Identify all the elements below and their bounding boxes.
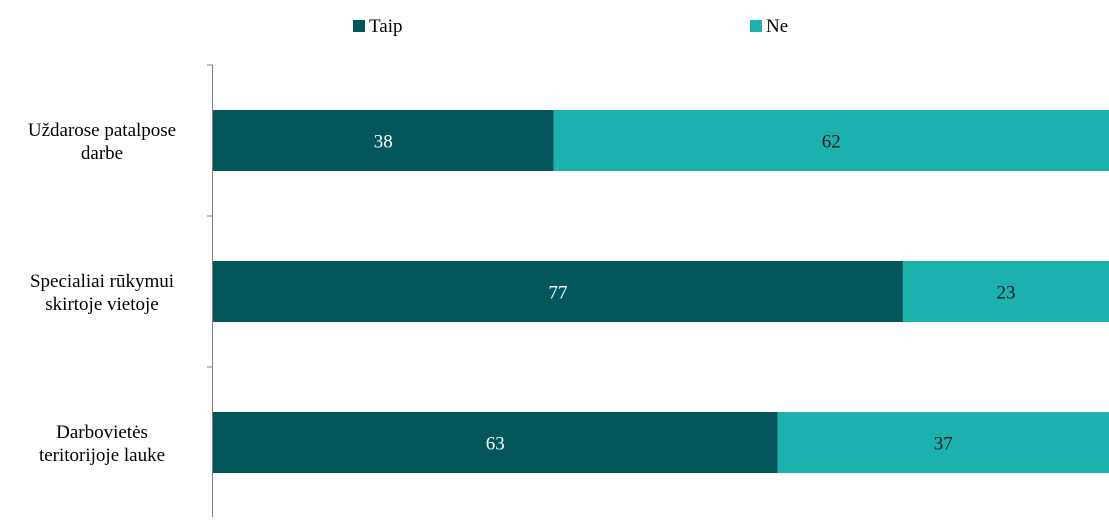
data-label-taip-2: 63 [486, 434, 505, 455]
bar-taip-0 [213, 110, 554, 171]
data-label-ne-1: 23 [996, 283, 1015, 304]
bar-ne-0 [553, 110, 1109, 171]
bar-ne-2 [777, 412, 1109, 473]
category-label-0-line-1: darbe [81, 143, 123, 164]
bar-taip-1 [213, 261, 903, 322]
data-label-taip-1: 77 [548, 283, 567, 304]
bar-taip-2 [213, 412, 778, 473]
legend-label-taip: Taip [369, 16, 403, 37]
legend-swatch-ne [750, 20, 762, 32]
category-label-0-line-0: Uždarose patalpose [28, 120, 176, 141]
legend-label-ne: Ne [766, 16, 788, 37]
category-label-2-line-1: teritorijoje lauke [39, 445, 165, 466]
data-label-taip-0: 38 [374, 132, 393, 153]
category-label-1-line-0: Specialiai rūkymui [30, 271, 174, 292]
category-label-1-line-1: skirtoje vietoje [45, 294, 158, 315]
legend-swatch-taip [353, 20, 365, 32]
bar-ne-1 [902, 261, 1109, 322]
category-label-2-line-0: Darbovietės [56, 422, 148, 443]
data-label-ne-2: 37 [934, 434, 953, 455]
data-label-ne-0: 62 [822, 132, 841, 153]
